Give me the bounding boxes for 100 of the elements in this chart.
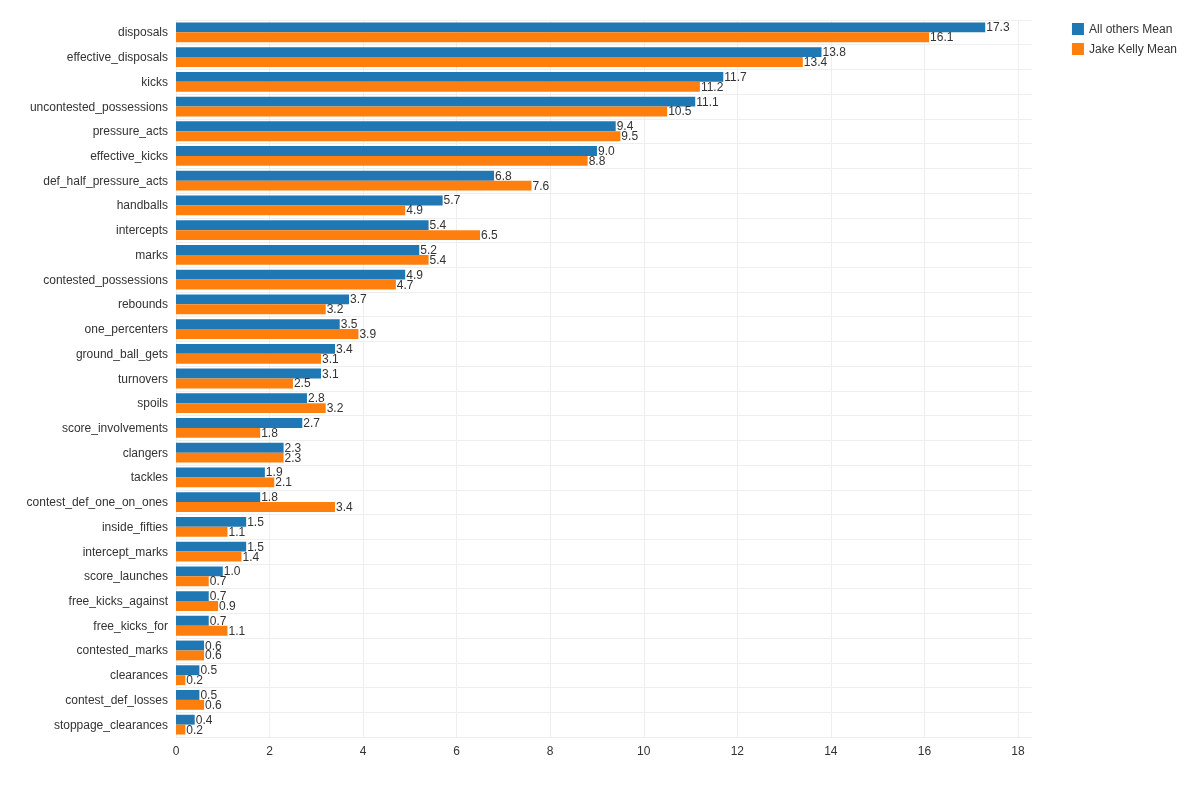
bar bbox=[176, 650, 205, 661]
data-label: 3.7 bbox=[350, 292, 368, 307]
data-label: 1.1 bbox=[228, 524, 246, 539]
data-label: 4.9 bbox=[406, 203, 424, 218]
data-label: 3.1 bbox=[322, 366, 340, 381]
bar bbox=[176, 418, 303, 428]
y-tick-label: free_kicks_against bbox=[68, 594, 169, 609]
y-tick-label: inside_fifties bbox=[101, 519, 168, 534]
bar bbox=[176, 170, 495, 181]
y-tick-label: clangers bbox=[122, 445, 168, 460]
y-tick-label: contested_possessions bbox=[43, 272, 168, 287]
bar bbox=[176, 442, 284, 453]
y-tick-label: free_kicks_for bbox=[93, 618, 168, 633]
data-label: 6.8 bbox=[495, 168, 513, 183]
bar bbox=[176, 467, 265, 478]
bar bbox=[176, 22, 986, 33]
bar bbox=[176, 502, 336, 513]
data-label: 3.2 bbox=[326, 302, 344, 317]
data-label: 1.5 bbox=[247, 514, 265, 529]
bar bbox=[176, 230, 481, 241]
bar bbox=[176, 254, 429, 265]
data-label: 1.8 bbox=[261, 425, 279, 440]
bar bbox=[176, 665, 200, 676]
y-tick-label: rebounds bbox=[117, 297, 168, 312]
bar bbox=[176, 675, 186, 686]
data-label: 1.1 bbox=[228, 623, 246, 638]
bar bbox=[176, 393, 307, 404]
y-tick-label: contest_def_losses bbox=[65, 692, 168, 707]
x-tick-label: 18 bbox=[1011, 744, 1025, 758]
data-label: 5.7 bbox=[443, 193, 461, 208]
y-tick-label: pressure_acts bbox=[92, 124, 168, 139]
data-label: 11.1 bbox=[696, 94, 719, 109]
data-label: 2.1 bbox=[275, 475, 293, 490]
bar bbox=[176, 427, 261, 438]
bar bbox=[176, 304, 326, 315]
y-tick-label: ground_ball_gets bbox=[75, 346, 168, 361]
x-tick-label: 2 bbox=[266, 744, 274, 758]
y-tick-label: stoppage_clearances bbox=[53, 717, 168, 732]
bar bbox=[176, 146, 597, 156]
bar bbox=[176, 155, 588, 166]
y-tick-label: effective_disposals bbox=[66, 50, 168, 65]
legend-label: All others Mean bbox=[1088, 22, 1173, 36]
bar bbox=[176, 96, 696, 107]
bar bbox=[176, 81, 700, 92]
bar bbox=[176, 205, 406, 216]
bar bbox=[176, 403, 326, 414]
bar bbox=[176, 477, 275, 488]
bar bbox=[176, 640, 205, 651]
data-label: 1.8 bbox=[261, 490, 279, 505]
y-tick-label: clearances bbox=[109, 668, 168, 683]
data-label: 13.4 bbox=[803, 55, 828, 70]
y-tick-label: effective_kicks bbox=[90, 148, 168, 163]
legend-label: Jake Kelly Mean bbox=[1088, 42, 1177, 56]
data-label: 6.5 bbox=[481, 228, 499, 243]
bar bbox=[176, 699, 205, 710]
bar bbox=[176, 601, 219, 611]
data-label: 2.8 bbox=[307, 391, 325, 406]
x-tick-label: 12 bbox=[730, 744, 745, 758]
data-label: 3.5 bbox=[340, 317, 358, 332]
y-tick-label: score_involvements bbox=[61, 420, 168, 435]
x-tick-label: 10 bbox=[637, 744, 651, 758]
y-tick-label: contested_marks bbox=[76, 643, 168, 658]
bar bbox=[176, 526, 228, 537]
x-tick-label: 0 bbox=[172, 744, 180, 758]
bar bbox=[176, 319, 340, 330]
data-label: 17.3 bbox=[986, 20, 1010, 35]
data-label: 3.4 bbox=[336, 341, 354, 356]
bar bbox=[176, 368, 322, 379]
bar bbox=[176, 57, 803, 67]
bar bbox=[176, 180, 532, 191]
bar bbox=[176, 269, 406, 280]
bar bbox=[176, 516, 247, 527]
x-tick-label: 14 bbox=[824, 744, 838, 758]
bar bbox=[176, 576, 209, 587]
y-tick-label: handballs bbox=[116, 198, 168, 213]
y-tick-label: spoils bbox=[137, 396, 168, 411]
data-label: 3.9 bbox=[359, 327, 377, 341]
data-label: 11.7 bbox=[724, 69, 748, 84]
data-label: 11.2 bbox=[700, 79, 724, 94]
data-label: 0.7 bbox=[209, 574, 227, 589]
bar bbox=[176, 329, 359, 339]
y-tick-label: score_launches bbox=[83, 569, 168, 584]
y-tick-label: marks bbox=[135, 247, 168, 262]
bar bbox=[176, 47, 822, 58]
bar bbox=[176, 724, 186, 735]
bar bbox=[176, 71, 724, 82]
bar bbox=[176, 131, 621, 142]
bar bbox=[176, 551, 242, 562]
data-label: 0.9 bbox=[219, 598, 237, 613]
y-tick-label: uncontested_possessions bbox=[29, 99, 168, 114]
y-tick-label: intercepts bbox=[115, 223, 168, 238]
y-tick-label: one_percenters bbox=[84, 322, 168, 337]
bar bbox=[176, 220, 429, 231]
bar bbox=[176, 541, 247, 552]
data-label: 7.6 bbox=[532, 178, 550, 193]
data-label: 0.7 bbox=[209, 613, 227, 628]
data-label: 10.5 bbox=[668, 104, 692, 119]
data-label: 3.4 bbox=[336, 500, 354, 515]
bar bbox=[176, 452, 284, 463]
y-tick-label: contest_def_one_on_ones bbox=[26, 495, 168, 510]
